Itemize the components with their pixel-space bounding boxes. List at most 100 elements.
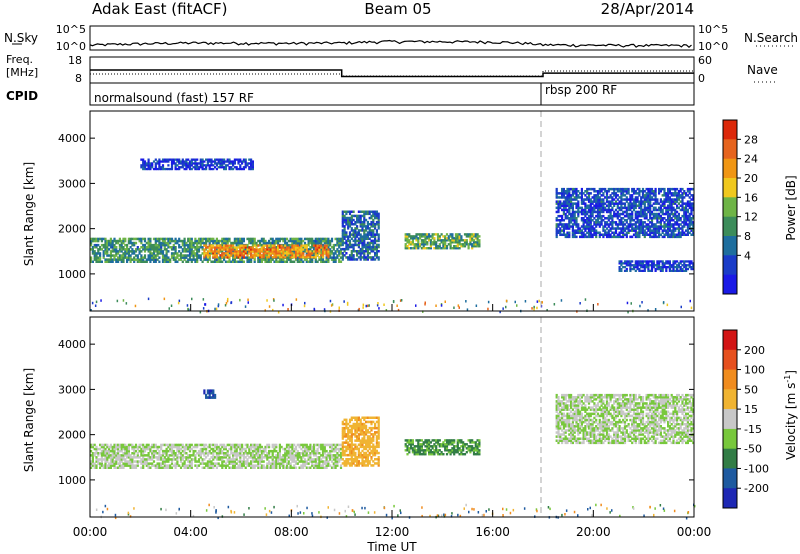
range-gate-cell — [187, 166, 190, 169]
range-gate-cell — [296, 248, 299, 251]
range-gate-cell — [666, 303, 669, 307]
range-gate-cell — [194, 460, 197, 463]
range-gate-cell — [365, 247, 368, 251]
range-gate-cell — [586, 187, 589, 191]
range-gate-cell — [161, 160, 165, 163]
range-gate-cell — [221, 464, 224, 467]
range-gate-cell — [674, 266, 677, 269]
range-gate-cell — [690, 229, 693, 232]
range-gate-cell — [192, 246, 195, 249]
range-gate-cell — [223, 237, 226, 241]
range-gate-cell — [287, 252, 290, 255]
range-gate-cell — [555, 217, 558, 220]
range-gate-cell — [212, 452, 215, 455]
range-gate-cell — [300, 239, 303, 243]
range-gate-cell — [641, 214, 645, 218]
range-gate-cell — [614, 208, 618, 212]
range-gate-cell — [638, 267, 641, 271]
range-gate-cell — [226, 239, 229, 243]
range-gate-cell — [320, 241, 323, 245]
range-gate-cell — [307, 250, 310, 253]
range-gate-cell — [172, 248, 175, 251]
range-gate-cell — [241, 237, 244, 241]
range-gate-cell — [307, 241, 310, 245]
range-gate-cell — [152, 167, 156, 171]
range-gate-cell — [676, 198, 679, 201]
range-gate-cell — [151, 449, 154, 453]
range-gate-cell — [656, 231, 659, 234]
range-gate-cell — [573, 233, 576, 236]
range-gate-cell — [332, 248, 335, 251]
range-gate-cell — [228, 246, 231, 249]
range-gate-cell — [428, 239, 431, 242]
range-gate-cell — [215, 246, 218, 249]
range-gate-cell — [598, 223, 601, 226]
range-gate-cell — [199, 256, 202, 259]
range-gate-cell — [278, 258, 281, 261]
range-gate-cell — [179, 258, 183, 261]
range-gate-cell — [242, 447, 245, 451]
range-gate-cell — [196, 466, 199, 469]
range-gate-cell — [142, 260, 145, 263]
range-gate-cell — [210, 443, 213, 447]
range-gate-cell — [591, 208, 594, 212]
range-gate-cell — [692, 217, 695, 220]
range-gate-cell — [113, 250, 116, 253]
range-gate-cell — [668, 267, 671, 271]
range-gate-cell — [113, 460, 116, 463]
range-gate-cell — [247, 298, 249, 301]
range-gate-cell — [95, 239, 98, 243]
range-gate-cell — [677, 229, 680, 232]
range-gate-cell — [151, 164, 154, 167]
range-gate-cell — [102, 466, 105, 469]
range-gate-cell — [102, 443, 105, 447]
range-gate-cell — [120, 464, 123, 467]
range-gate-cell — [309, 250, 312, 253]
range-gate-cell — [109, 239, 112, 243]
range-gate-cell — [363, 210, 366, 213]
range-gate-cell — [586, 225, 589, 228]
range-gate-cell — [170, 466, 174, 469]
range-gate-cell — [206, 464, 209, 467]
range-gate-cell — [208, 158, 211, 161]
range-gate-cell — [244, 256, 247, 259]
range-gate-cell — [676, 196, 679, 199]
range-gate-cell — [327, 250, 330, 253]
range-gate-cell — [375, 223, 378, 226]
range-gate-cell — [465, 239, 468, 242]
range-gate-cell — [640, 227, 643, 230]
range-gate-cell — [332, 254, 335, 257]
range-gate-cell — [241, 246, 244, 249]
range-gate-cell — [117, 252, 120, 255]
range-gate-cell — [140, 237, 143, 241]
range-gate-cell — [242, 239, 245, 243]
range-gate-cell — [372, 247, 375, 251]
range-gate-cell — [194, 166, 197, 169]
range-gate-cell — [152, 454, 156, 457]
range-gate-cell — [690, 267, 693, 271]
range-gate-cell — [676, 264, 679, 267]
range-gate-cell — [273, 246, 276, 249]
range-gate-cell — [350, 210, 353, 213]
range-gate-cell — [232, 256, 235, 259]
range-gate-cell — [634, 235, 637, 239]
range-gate-cell — [109, 254, 112, 257]
range-gate-cell — [224, 246, 227, 249]
range-gate-cell — [253, 256, 256, 259]
range-gate-cell — [206, 445, 209, 449]
range-gate-cell — [237, 254, 240, 257]
range-gate-cell — [377, 258, 380, 261]
range-gate-cell — [571, 210, 574, 214]
range-gate-cell — [471, 239, 474, 242]
range-gate-cell — [347, 243, 350, 247]
range-gate-cell — [672, 269, 675, 272]
range-gate-cell — [341, 258, 344, 261]
range-gate-cell — [623, 206, 627, 210]
range-gate-cell — [649, 217, 652, 220]
range-gate-cell — [160, 445, 163, 449]
range-gate-cell — [361, 250, 364, 253]
range-gate-cell — [670, 264, 673, 267]
range-gate-cell — [692, 231, 695, 234]
range-gate-cell — [341, 233, 344, 236]
range-gate-cell — [244, 162, 247, 165]
